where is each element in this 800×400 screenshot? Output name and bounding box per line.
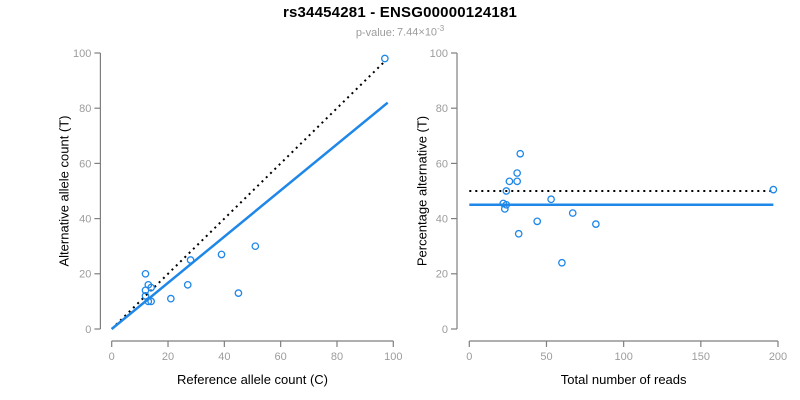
y-tick-label: 20 bbox=[436, 269, 448, 281]
x-tick-label: 100 bbox=[384, 351, 402, 363]
x-tick-label: 200 bbox=[769, 351, 787, 363]
data-point bbox=[234, 289, 243, 297]
figure-title: rs34454281 - ENSG00000124181 bbox=[282, 4, 518, 21]
x-tick-label: 20 bbox=[162, 351, 174, 363]
x-axis-title: Total number of reads bbox=[561, 372, 687, 387]
pvalue-multiplier: × bbox=[418, 26, 425, 39]
data-point bbox=[516, 149, 525, 158]
data-point bbox=[144, 297, 153, 306]
data-point bbox=[547, 195, 555, 204]
left-scatter-plot: 0 20 40 60 80 100 0 20 40 60 80 100 Reference allele… bbox=[57, 48, 403, 387]
y-tick-label: 40 bbox=[79, 213, 91, 225]
y-tick-label: 0 bbox=[442, 324, 448, 336]
y-axis-title: Percentage alternative (T) bbox=[414, 116, 429, 266]
data-point bbox=[147, 297, 155, 306]
data-point bbox=[533, 217, 542, 226]
y-tick-label: 0 bbox=[85, 324, 91, 336]
data-point bbox=[513, 169, 521, 177]
y-tick-label: 60 bbox=[79, 158, 91, 170]
y-axis-title: Alternative allele count (T) bbox=[57, 115, 72, 266]
data-point bbox=[251, 242, 260, 251]
right-scatter-plot: 0 50 100 150 200 0 20 40 60 80 100 Total number of … bbox=[414, 48, 787, 387]
y-tick-label: 20 bbox=[79, 269, 91, 281]
data-point bbox=[183, 280, 192, 289]
y-tick-label: 100 bbox=[430, 48, 448, 60]
pvalue-exponent: -3 bbox=[437, 24, 445, 33]
x-tick-label: 60 bbox=[275, 351, 287, 363]
pvalue-base: 10 bbox=[424, 26, 438, 39]
x-tick-label: 0 bbox=[466, 351, 472, 363]
y-tick-label: 60 bbox=[436, 158, 448, 170]
pvalue-mantissa: 7.44 bbox=[396, 26, 419, 39]
x-tick-label: 0 bbox=[109, 351, 115, 363]
data-point bbox=[381, 54, 389, 63]
data-point bbox=[769, 185, 778, 194]
x-tick-label: 40 bbox=[218, 351, 230, 363]
data-point bbox=[592, 220, 600, 228]
data-point bbox=[502, 200, 511, 209]
data-point bbox=[166, 294, 175, 303]
x-axis-title: Reference allele count (C) bbox=[177, 372, 328, 387]
y-tick-label: 40 bbox=[436, 213, 448, 225]
data-point bbox=[568, 209, 577, 217]
data-point bbox=[558, 258, 566, 267]
data-point bbox=[500, 205, 509, 213]
x-tick-label: 50 bbox=[540, 351, 552, 363]
y-tick-label: 100 bbox=[73, 48, 91, 60]
y-tick-label: 80 bbox=[79, 103, 91, 115]
data-point bbox=[513, 177, 521, 186]
data-point bbox=[217, 250, 226, 259]
data-point bbox=[514, 229, 523, 238]
x-tick-label: 150 bbox=[692, 351, 710, 363]
x-tick-label: 100 bbox=[614, 351, 632, 363]
pvalue-label: p-value: bbox=[355, 26, 395, 39]
data-point bbox=[502, 187, 511, 195]
regression-line bbox=[110, 101, 389, 330]
data-point bbox=[141, 269, 150, 278]
figure-subtitle: p-value: 7.44×10-3 bbox=[0, 24, 800, 39]
data-point bbox=[141, 286, 150, 295]
y-tick-label: 80 bbox=[436, 103, 448, 115]
x-tick-label: 80 bbox=[331, 351, 343, 363]
data-point bbox=[186, 256, 195, 264]
data-point bbox=[505, 177, 514, 186]
identity-line bbox=[111, 60, 386, 330]
